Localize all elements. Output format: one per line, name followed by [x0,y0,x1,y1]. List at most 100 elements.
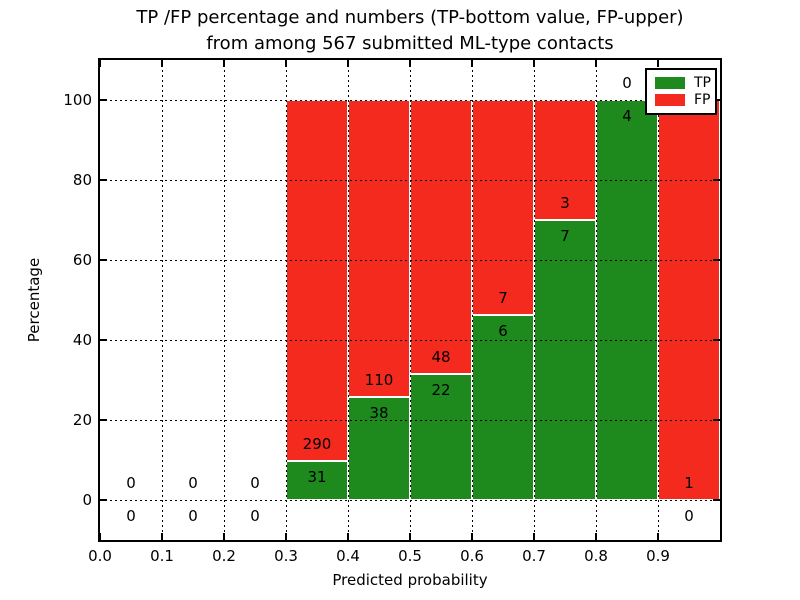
x-tick-mark-top [471,60,473,67]
y-tick-mark [100,259,107,261]
x-tick-label: 0.7 [522,547,546,565]
y-tick-mark-right [713,339,720,341]
x-tick-label: 0.4 [336,547,360,565]
horizontal-gridline [100,419,720,421]
x-tick-mark-top [595,60,597,67]
tp-bar-segment [410,374,472,500]
y-tick-mark-right [713,499,720,501]
fp-count-label: 0 [188,474,198,492]
x-tick-mark-top [347,60,349,67]
plot-area: TP FP 0 0 0 0 0 0 290 31 110 38 48 22 7 6 3 7 0 4 1 0 [98,58,722,542]
tp-count-label: 38 [369,404,389,423]
x-tick-mark [657,533,659,540]
y-tick-label: 100 [63,91,92,109]
x-tick-label: 0.0 [88,547,112,565]
vertical-gridline [657,60,659,540]
y-tick-mark [100,179,107,181]
legend-swatch-fp [655,93,685,106]
fp-count-label: 48 [431,348,451,367]
x-tick-label: 0.1 [150,547,174,565]
legend-swatch-tp [655,77,685,90]
legend-label: FP [694,91,711,108]
tp-count-label: 7 [560,227,570,245]
legend-label: TP [694,75,711,92]
tp-bar-segment [286,461,348,500]
fp-bar-segment [658,100,720,500]
x-axis-label: Predicted probability [332,571,488,589]
x-tick-mark-top [533,60,535,67]
y-tick-mark [100,339,107,341]
vertical-gridline [533,60,535,540]
fp-bar-segment [410,100,472,375]
fp-count-label: 290 [302,435,332,454]
x-tick-label: 0.6 [460,547,484,565]
y-tick-label: 40 [72,331,92,349]
x-tick-mark-top [161,60,163,67]
tp-count-label: 0 [188,507,198,525]
x-tick-mark [347,533,349,540]
x-tick-mark [471,533,473,540]
horizontal-gridline [100,499,720,501]
vertical-gridline [285,60,287,540]
fp-count-label: 7 [498,289,508,308]
x-tick-mark-top [657,60,659,67]
x-tick-mark [595,533,597,540]
y-tick-mark [100,499,107,501]
x-tick-mark-top [223,60,225,67]
legend-item: FP [655,92,711,108]
horizontal-gridline [100,99,720,101]
legend-item: TP [655,75,711,91]
tp-count-label: 4 [622,107,632,125]
y-tick-mark [100,419,107,421]
chart-title-line1: TP /FP percentage and numbers (TP-bottom… [136,7,684,28]
tp-count-label: 0 [250,507,260,525]
chart-title: TP /FP percentage and numbers (TP-bottom… [100,5,720,57]
vertical-gridline [223,60,225,540]
x-tick-mark-top [99,60,101,67]
vertical-gridline [161,60,163,540]
y-tick-label: 0 [82,491,92,509]
y-axis-label: Percentage [25,257,43,343]
fp-count-label: 0 [126,474,136,492]
tp-bar-segment [596,100,658,500]
horizontal-gridline [100,259,720,261]
horizontal-gridline [100,339,720,341]
vertical-gridline [409,60,411,540]
tp-bar-segment [348,397,410,500]
x-tick-label: 0.2 [212,547,236,565]
x-tick-mark [409,533,411,540]
fp-count-label: 0 [250,474,260,492]
tp-bar-segment [534,220,596,500]
y-tick-label: 20 [72,411,92,429]
y-tick-mark-right [713,419,720,421]
fp-bar-segment [348,100,410,398]
x-tick-label: 0.3 [274,547,298,565]
x-tick-mark [99,533,101,540]
tp-count-label: 31 [307,468,327,487]
tp-count-label: 0 [126,507,136,525]
tp-count-label: 6 [498,322,508,341]
vertical-gridline [595,60,597,540]
tp-count-label: 0 [684,507,694,525]
horizontal-gridline [100,179,720,181]
x-tick-mark [533,533,535,540]
x-tick-mark [161,533,163,540]
chart-title-line2: from among 567 submitted ML-type contact… [206,33,614,54]
y-tick-label: 60 [72,251,92,269]
fp-bar-segment [472,100,534,316]
y-tick-mark [100,99,107,101]
x-tick-label: 0.5 [398,547,422,565]
legend: TP FP [645,68,717,115]
fp-count-label: 1 [684,474,694,492]
y-tick-mark-right [713,179,720,181]
fp-count-label: 3 [560,194,570,212]
fp-count-label: 0 [622,74,632,92]
x-tick-mark [223,533,225,540]
x-tick-mark [285,533,287,540]
vertical-gridline [347,60,349,540]
y-tick-label: 80 [72,171,92,189]
fp-bar-segment [286,100,348,462]
x-tick-label: 0.8 [584,547,608,565]
y-tick-mark-right [713,259,720,261]
